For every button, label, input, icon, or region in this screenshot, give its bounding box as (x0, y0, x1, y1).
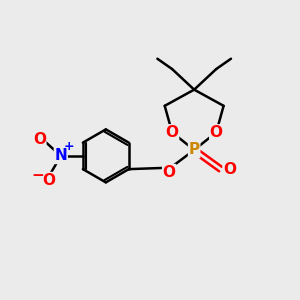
Text: O: O (223, 162, 236, 177)
Text: O: O (163, 165, 176, 180)
Text: O: O (166, 125, 178, 140)
Text: N: N (54, 148, 67, 164)
Text: O: O (33, 132, 46, 147)
Text: −: − (32, 167, 44, 182)
Text: O: O (210, 125, 223, 140)
Text: P: P (189, 142, 200, 158)
Text: O: O (43, 172, 56, 188)
Text: +: + (64, 140, 74, 153)
